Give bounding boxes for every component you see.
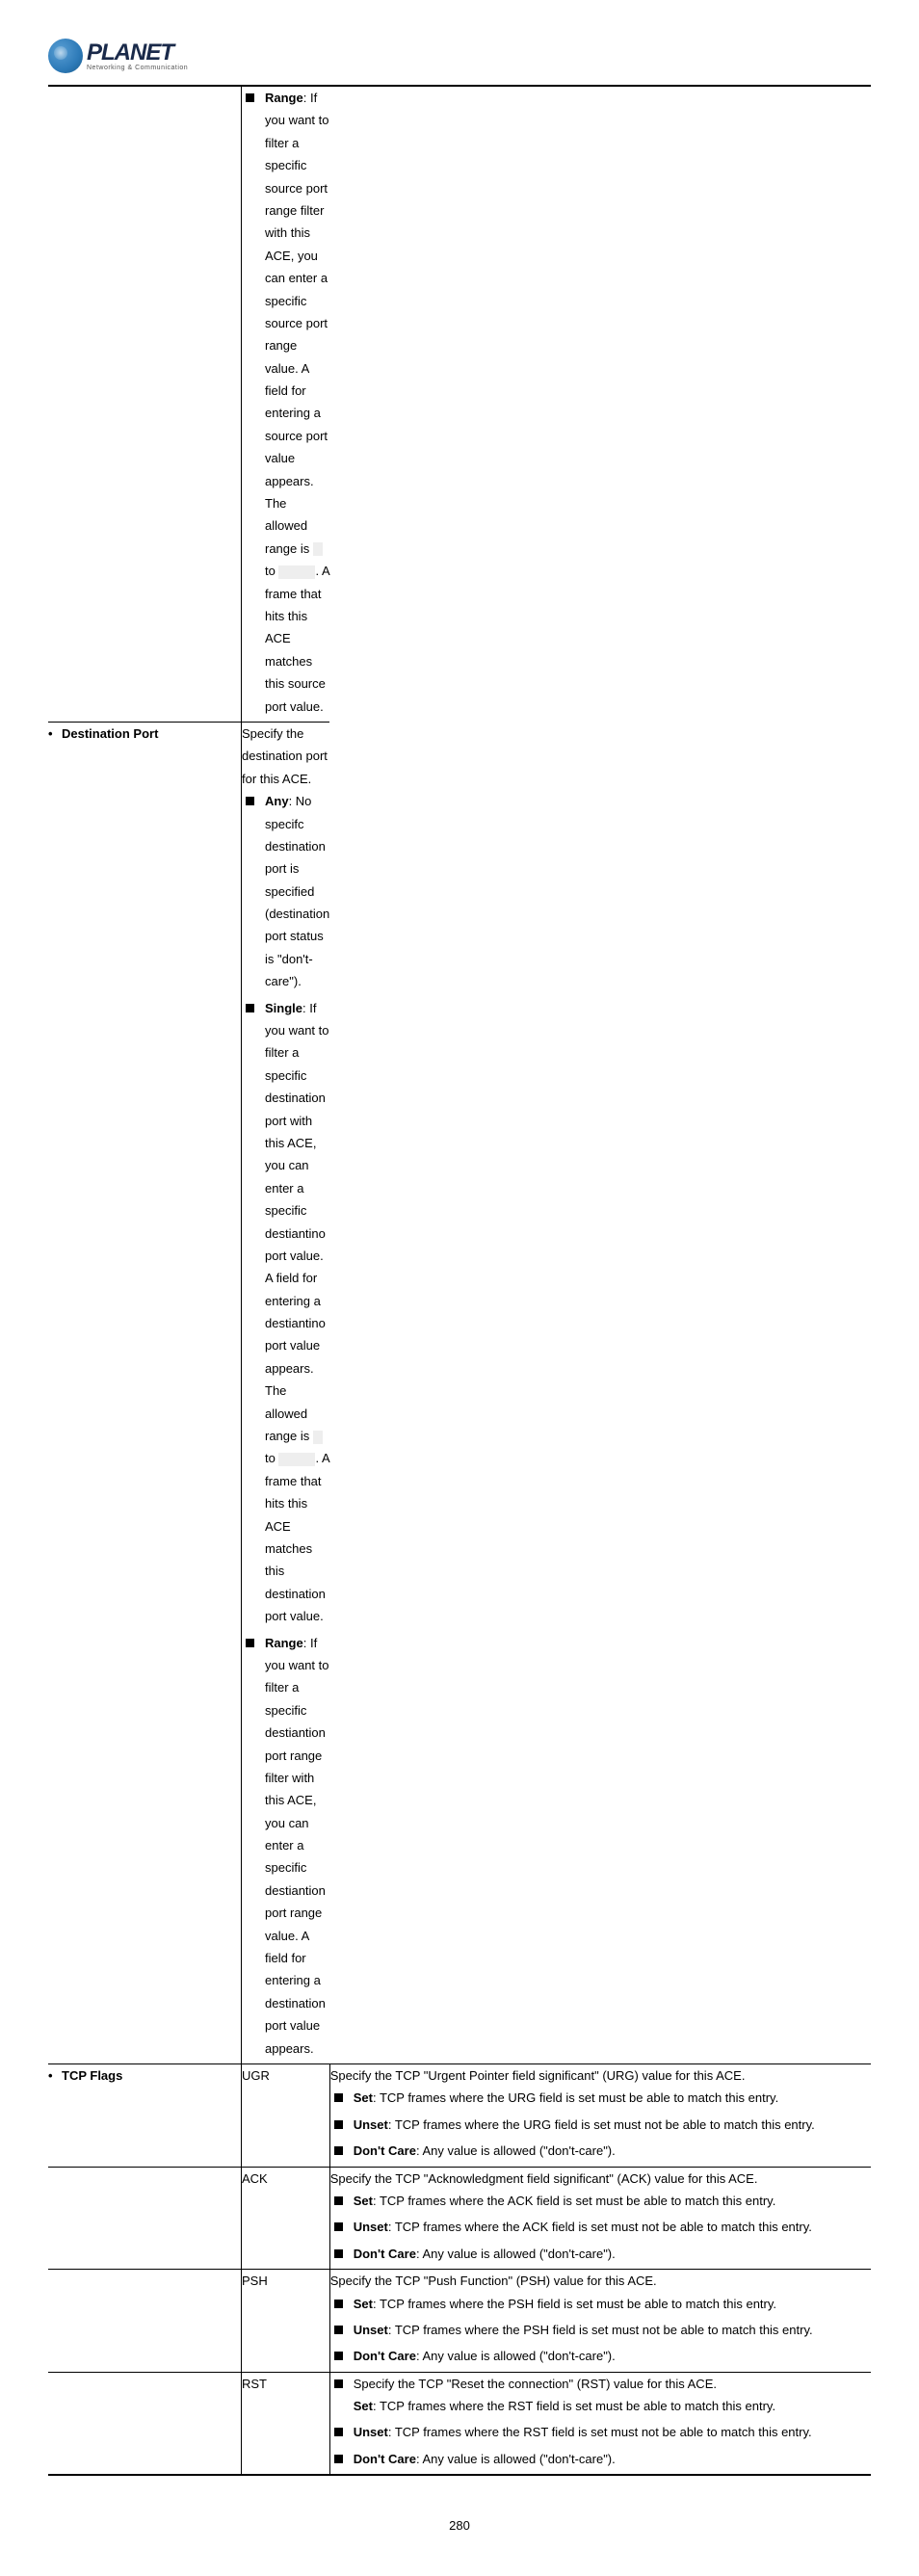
unset-label: Unset bbox=[354, 2220, 388, 2234]
body-text: : If you want to filter a specific desti… bbox=[265, 1001, 329, 1624]
list-item: Unset: TCP frames where the ACK field is… bbox=[330, 2216, 871, 2238]
body-text: : TCP frames where the RST field is set … bbox=[388, 2425, 812, 2439]
body-text: : TCP frames where the URG field is set … bbox=[388, 2117, 815, 2132]
list-item: Set: TCP frames where the ACK field is s… bbox=[330, 2190, 871, 2212]
logo-subtitle: Networking & Communication bbox=[87, 65, 188, 71]
row-title-destination-port: Destination Port bbox=[48, 723, 241, 745]
divider bbox=[48, 2474, 871, 2476]
list-item: Unset: TCP frames where the PSH field is… bbox=[330, 2319, 871, 2341]
list-item: Don't Care: Any value is allowed ("don't… bbox=[330, 2140, 871, 2162]
body-text: : TCP frames where the ACK field is set … bbox=[388, 2220, 812, 2234]
flag-spec: Specify the TCP "Urgent Pointer field si… bbox=[330, 2064, 871, 2087]
range-label: Range bbox=[265, 1636, 303, 1650]
set-label: Set bbox=[354, 2399, 373, 2413]
list-item: Unset: TCP frames where the RST field is… bbox=[330, 2421, 871, 2443]
set-label: Set bbox=[354, 2194, 373, 2208]
page-number: 280 bbox=[48, 2514, 871, 2537]
body-text: : Any value is allowed ("don't-care"). bbox=[416, 2143, 616, 2158]
flag-name: ACK bbox=[242, 2167, 330, 2270]
spec-table: Range: If you want to filter a specific … bbox=[48, 87, 871, 2474]
intro-text: Specify the destination port for this AC… bbox=[242, 723, 329, 790]
row-title-tcp-flags: TCP Flags bbox=[48, 2064, 241, 2087]
list-item: Set: TCP frames where the PSH field is s… bbox=[330, 2293, 871, 2315]
range-label: Range bbox=[265, 91, 303, 105]
body-text: : Any value is allowed ("don't-care"). bbox=[416, 2247, 616, 2261]
unset-label: Unset bbox=[354, 2117, 388, 2132]
flag-name: PSH bbox=[242, 2270, 330, 2373]
dontcare-label: Don't Care bbox=[354, 2452, 416, 2466]
body-text: : Any value is allowed ("don't-care"). bbox=[416, 2349, 616, 2363]
body-text: : TCP frames where the URG field is set … bbox=[373, 2090, 778, 2105]
flag-name: UGR bbox=[242, 2063, 330, 2167]
list-item: Don't Care: Any value is allowed ("don't… bbox=[330, 2448, 871, 2470]
body-text: : TCP frames where the PSH field is set … bbox=[388, 2323, 813, 2337]
set-label: Set bbox=[354, 2297, 373, 2311]
logo-name: PLANET bbox=[87, 41, 188, 65]
any-label: Any bbox=[265, 794, 289, 808]
flag-spec: Specify the TCP "Acknowledgment field si… bbox=[330, 2168, 871, 2190]
flag-name: RST bbox=[242, 2372, 330, 2474]
dontcare-label: Don't Care bbox=[354, 2247, 416, 2261]
list-item: Single: If you want to filter a specific… bbox=[242, 997, 329, 1628]
list-item: Range: If you want to filter a specific … bbox=[242, 1632, 329, 2060]
list-item: Unset: TCP frames where the URG field is… bbox=[330, 2114, 871, 2136]
dontcare-label: Don't Care bbox=[354, 2143, 416, 2158]
body-text: : No specifc destination port is specifi… bbox=[265, 794, 329, 988]
body-text: : TCP frames where the ACK field is set … bbox=[373, 2194, 775, 2208]
single-label: Single bbox=[265, 1001, 302, 1015]
flag-spec: Specify the TCP "Reset the connection" (… bbox=[354, 2377, 717, 2391]
body-text: : TCP frames where the PSH field is set … bbox=[373, 2297, 776, 2311]
globe-icon bbox=[48, 39, 83, 73]
list-item: Don't Care: Any value is allowed ("don't… bbox=[330, 2345, 871, 2367]
list-item: Don't Care: Any value is allowed ("don't… bbox=[330, 2243, 871, 2265]
set-label: Set bbox=[354, 2090, 373, 2105]
unset-label: Unset bbox=[354, 2425, 388, 2439]
unset-label: Unset bbox=[354, 2323, 388, 2337]
body-text: : Any value is allowed ("don't-care"). bbox=[416, 2452, 616, 2466]
flag-spec: Specify the TCP "Push Function" (PSH) va… bbox=[330, 2270, 871, 2292]
list-item: Any: No specifc destination port is spec… bbox=[242, 790, 329, 993]
list-item: Set: TCP frames where the URG field is s… bbox=[330, 2087, 871, 2109]
body-text: : If you want to filter a specific desti… bbox=[265, 1636, 329, 2056]
list-item: Specify the TCP "Reset the connection" (… bbox=[330, 2373, 871, 2418]
logo: PLANET Networking & Communication bbox=[48, 39, 871, 73]
body-text: : TCP frames where the RST field is set … bbox=[373, 2399, 775, 2413]
dontcare-label: Don't Care bbox=[354, 2349, 416, 2363]
body-text: : If you want to filter a specific sourc… bbox=[265, 91, 329, 714]
list-item: Range: If you want to filter a specific … bbox=[242, 87, 329, 718]
